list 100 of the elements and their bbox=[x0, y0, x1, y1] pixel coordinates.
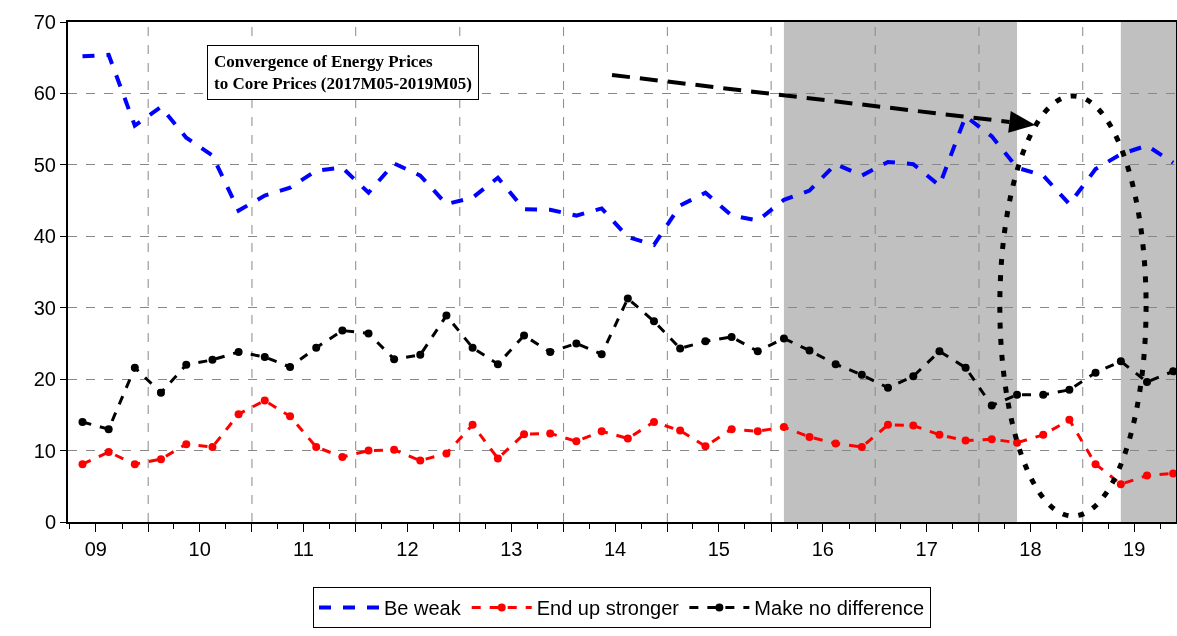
point bbox=[1065, 385, 1074, 394]
point bbox=[572, 339, 581, 348]
point bbox=[260, 353, 269, 361]
point bbox=[1013, 438, 1022, 447]
x-tick-label: 12 bbox=[396, 538, 419, 560]
point bbox=[623, 294, 632, 303]
point bbox=[572, 437, 581, 446]
point bbox=[753, 347, 762, 356]
y-tick-label: 50 bbox=[33, 153, 56, 176]
point bbox=[156, 455, 165, 464]
x-tick-label: 09 bbox=[84, 538, 107, 560]
point bbox=[805, 433, 814, 441]
point bbox=[182, 440, 191, 449]
point bbox=[520, 430, 529, 439]
point bbox=[1169, 367, 1176, 376]
annotation: Convergence of Energy Prices to Core Prices (2017M05-2019M05) bbox=[214, 52, 472, 94]
y-tick-label: 0 bbox=[44, 511, 56, 533]
point bbox=[597, 350, 606, 359]
point bbox=[1091, 368, 1100, 377]
point bbox=[208, 355, 217, 364]
y-tick-label: 70 bbox=[33, 11, 56, 33]
legend-label: Make no difference bbox=[754, 597, 925, 620]
point bbox=[1039, 430, 1048, 439]
x-tick-label: 19 bbox=[1123, 538, 1146, 560]
legend-label: End up stronger bbox=[536, 597, 680, 620]
point bbox=[727, 333, 736, 341]
point bbox=[1143, 471, 1151, 480]
point bbox=[883, 383, 892, 392]
point bbox=[416, 456, 425, 465]
x-tick-label: 15 bbox=[707, 538, 730, 560]
point bbox=[1013, 390, 1022, 399]
point bbox=[1065, 415, 1074, 424]
y-tick-label: 10 bbox=[33, 439, 56, 462]
point bbox=[676, 426, 685, 435]
x-tick-label: 13 bbox=[500, 538, 523, 560]
point bbox=[649, 418, 658, 426]
point bbox=[130, 460, 139, 469]
y-tick-label: 40 bbox=[33, 225, 56, 248]
point bbox=[364, 329, 373, 338]
point bbox=[727, 425, 736, 434]
y-tick-label: 60 bbox=[33, 82, 56, 105]
point bbox=[779, 334, 788, 343]
x-tick-label: 17 bbox=[915, 538, 938, 560]
point bbox=[961, 436, 970, 445]
point bbox=[779, 423, 788, 431]
point bbox=[1169, 469, 1176, 478]
point bbox=[597, 427, 606, 436]
point bbox=[78, 418, 87, 426]
x-tick-label: 18 bbox=[1019, 538, 1042, 560]
point bbox=[312, 443, 321, 451]
point bbox=[520, 331, 529, 340]
point bbox=[338, 453, 347, 461]
point bbox=[286, 412, 295, 421]
point bbox=[1039, 390, 1048, 399]
point bbox=[442, 311, 451, 320]
point bbox=[753, 427, 762, 436]
point bbox=[701, 442, 710, 451]
point bbox=[831, 360, 840, 369]
point bbox=[987, 435, 996, 444]
point bbox=[1143, 378, 1151, 386]
point bbox=[1116, 480, 1125, 489]
point bbox=[909, 372, 918, 381]
point bbox=[987, 401, 996, 410]
point bbox=[130, 363, 139, 372]
point bbox=[338, 326, 347, 335]
point bbox=[234, 410, 243, 419]
point bbox=[546, 348, 555, 356]
point bbox=[156, 388, 165, 397]
point bbox=[831, 439, 840, 448]
x-tick-label: 11 bbox=[293, 538, 314, 560]
point bbox=[442, 449, 451, 458]
point bbox=[468, 343, 477, 352]
point bbox=[961, 363, 970, 372]
point bbox=[390, 445, 399, 454]
x-tick-label: 16 bbox=[811, 538, 834, 560]
point bbox=[234, 348, 243, 356]
y-tick-label: 30 bbox=[33, 296, 56, 319]
x-tick-label: 10 bbox=[188, 538, 211, 560]
point bbox=[701, 337, 710, 346]
point bbox=[286, 363, 295, 371]
line-series bbox=[80, 52, 1176, 247]
point bbox=[208, 443, 217, 451]
point bbox=[390, 355, 399, 364]
point bbox=[935, 347, 944, 356]
point bbox=[909, 421, 918, 430]
point bbox=[260, 396, 269, 405]
point bbox=[104, 448, 113, 456]
y-tick-label: 20 bbox=[33, 368, 56, 391]
point bbox=[468, 420, 477, 429]
point bbox=[364, 446, 373, 455]
point bbox=[493, 360, 502, 369]
point bbox=[182, 360, 191, 369]
point bbox=[493, 454, 502, 463]
point bbox=[676, 344, 685, 353]
point bbox=[78, 460, 87, 469]
point bbox=[857, 443, 866, 451]
point bbox=[805, 346, 814, 355]
point bbox=[649, 317, 658, 326]
point bbox=[1091, 460, 1100, 469]
point bbox=[935, 430, 944, 439]
